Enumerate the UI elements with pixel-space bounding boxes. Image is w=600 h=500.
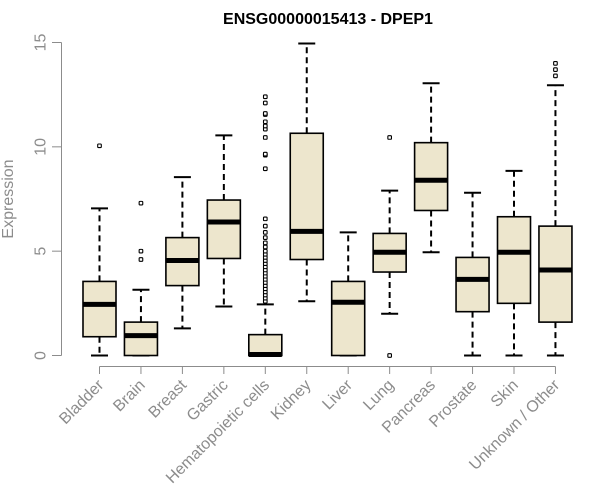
outlier-point	[262, 230, 268, 235]
outlier-point	[138, 248, 144, 254]
outlier-point	[262, 151, 268, 157]
outlier-point	[97, 143, 102, 149]
outlier-point	[553, 73, 558, 79]
outlier-point	[262, 111, 268, 116]
outlier-point	[138, 257, 144, 262]
box-group	[413, 82, 449, 254]
box-group	[123, 200, 159, 357]
iqr-box	[289, 132, 325, 261]
box-group	[165, 176, 200, 330]
x-tick-label: Kidney	[268, 377, 315, 424]
outlier-point	[262, 100, 268, 106]
y-axis: 0 5 10 15	[33, 34, 62, 360]
iqr-box	[455, 256, 490, 313]
x-tick-label: Liver	[319, 376, 356, 413]
outlier-point	[262, 135, 268, 140]
y-tick-label: 15	[33, 34, 50, 52]
outlier-point	[262, 119, 268, 125]
iqr-box	[330, 280, 366, 357]
box-series	[82, 42, 573, 358]
outlier-point	[262, 94, 268, 100]
box-group	[248, 94, 283, 357]
y-axis-label: Expression	[0, 159, 17, 238]
iqr-box	[82, 280, 117, 338]
box-group	[82, 143, 117, 357]
box-group	[372, 135, 407, 358]
y-tick-label: 0	[33, 351, 50, 360]
box-group	[496, 169, 532, 357]
box-group	[206, 134, 242, 308]
iqr-box	[123, 321, 159, 357]
box-group	[538, 61, 573, 357]
outlier-point	[262, 166, 268, 172]
outlier-point	[553, 61, 558, 66]
iqr-box	[496, 215, 532, 305]
outlier-point	[553, 67, 558, 72]
outlier-point	[262, 123, 268, 129]
y-tick-label: 5	[33, 247, 50, 256]
iqr-box	[206, 199, 242, 260]
x-tick-label: Bladder	[56, 376, 107, 427]
x-tick-label: Lung	[360, 377, 397, 414]
outlier-point	[262, 248, 268, 254]
outlier-point	[138, 200, 144, 206]
outlier-point	[262, 240, 268, 246]
chart-title: ENSG00000015413 - DPEP1	[223, 11, 433, 28]
outlier-point	[262, 235, 268, 240]
iqr-box	[538, 225, 573, 323]
x-tick-label: Brain	[110, 377, 148, 415]
x-tick-label: Breast	[146, 376, 191, 421]
x-tick-label: Skin	[488, 377, 522, 411]
y-tick-label: 10	[33, 138, 50, 156]
outlier-point	[387, 353, 393, 358]
iqr-box	[413, 141, 449, 212]
box-group	[455, 191, 490, 357]
outlier-point	[262, 216, 268, 222]
outlier-point	[262, 223, 268, 229]
box-group	[289, 42, 325, 303]
outlier-point	[262, 244, 268, 250]
outlier-point	[387, 135, 393, 140]
box-group	[330, 231, 366, 357]
